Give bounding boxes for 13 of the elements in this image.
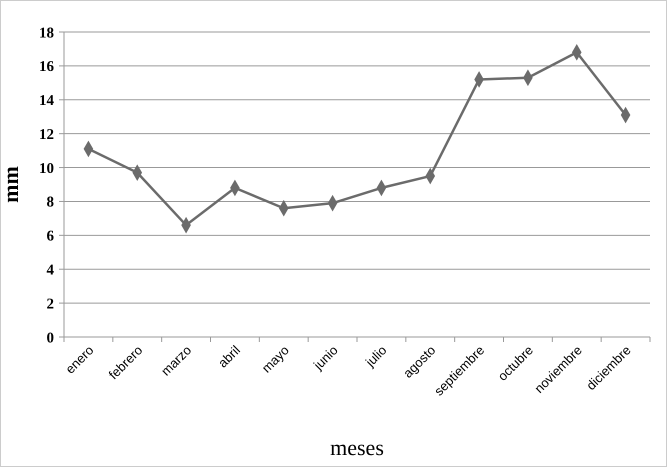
x-tick-label: julio xyxy=(362,342,390,370)
y-tick-label: 6 xyxy=(46,228,54,245)
x-axis-title: meses xyxy=(330,435,384,460)
y-tick-label: 10 xyxy=(39,160,54,177)
y-axis-title: mm xyxy=(0,166,23,203)
y-tick-label: 14 xyxy=(39,93,54,110)
y-tick-label: 12 xyxy=(39,126,54,143)
y-tick-label: 8 xyxy=(46,194,54,211)
y-tick-label: 2 xyxy=(46,296,54,312)
y-tick-label: 16 xyxy=(39,59,54,76)
y-tick-label: 4 xyxy=(46,262,54,278)
y-tick-label: 18 xyxy=(39,25,54,42)
y-tick-label: 0 xyxy=(46,330,54,346)
